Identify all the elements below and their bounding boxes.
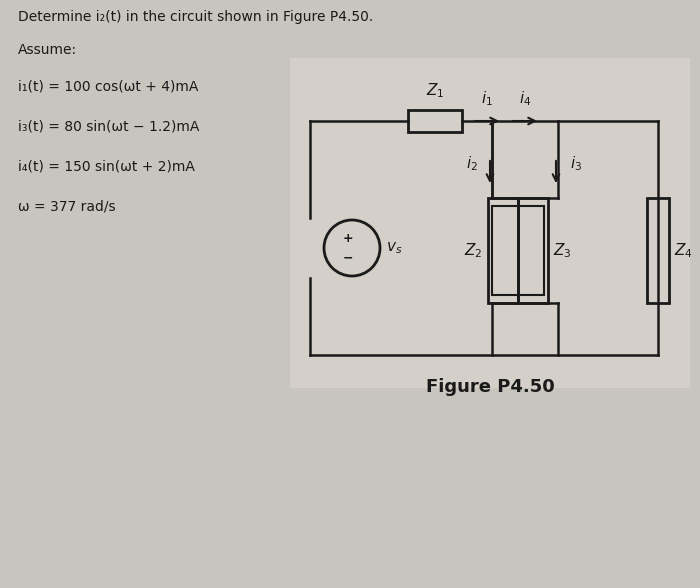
Bar <box>647 198 669 303</box>
Text: ω = 377 rad/s: ω = 377 rad/s <box>18 200 116 214</box>
Bar <box>488 198 518 303</box>
Text: $Z_2$: $Z_2$ <box>463 241 482 260</box>
Bar <box>518 198 548 303</box>
Text: $i_3$: $i_3$ <box>570 155 582 173</box>
Text: Figure P4.50: Figure P4.50 <box>426 378 554 396</box>
Text: Determine i₂(t) in the circuit shown in Figure P4.50.: Determine i₂(t) in the circuit shown in … <box>18 10 373 24</box>
Text: $v_s$: $v_s$ <box>386 240 402 256</box>
Bar <box>492 206 544 295</box>
Bar <box>290 58 690 388</box>
Text: +: + <box>343 232 354 245</box>
Text: $i_1$: $i_1$ <box>481 89 493 108</box>
Text: Assume:: Assume: <box>18 43 77 57</box>
Text: i₁(t) = 100 cos(ωt + 4)mA: i₁(t) = 100 cos(ωt + 4)mA <box>18 80 198 94</box>
Text: $Z_1$: $Z_1$ <box>426 81 444 100</box>
Text: i₃(t) = 80 sin(ωt − 1.2)mA: i₃(t) = 80 sin(ωt − 1.2)mA <box>18 120 199 134</box>
Text: −: − <box>343 252 354 265</box>
Bar <box>408 110 462 132</box>
Text: $Z_4$: $Z_4$ <box>674 241 693 260</box>
Text: $i_2$: $i_2$ <box>466 155 478 173</box>
Text: $Z_3$: $Z_3$ <box>553 241 572 260</box>
Text: $i_4$: $i_4$ <box>519 89 531 108</box>
Text: i₄(t) = 150 sin(ωt + 2)mA: i₄(t) = 150 sin(ωt + 2)mA <box>18 160 195 174</box>
